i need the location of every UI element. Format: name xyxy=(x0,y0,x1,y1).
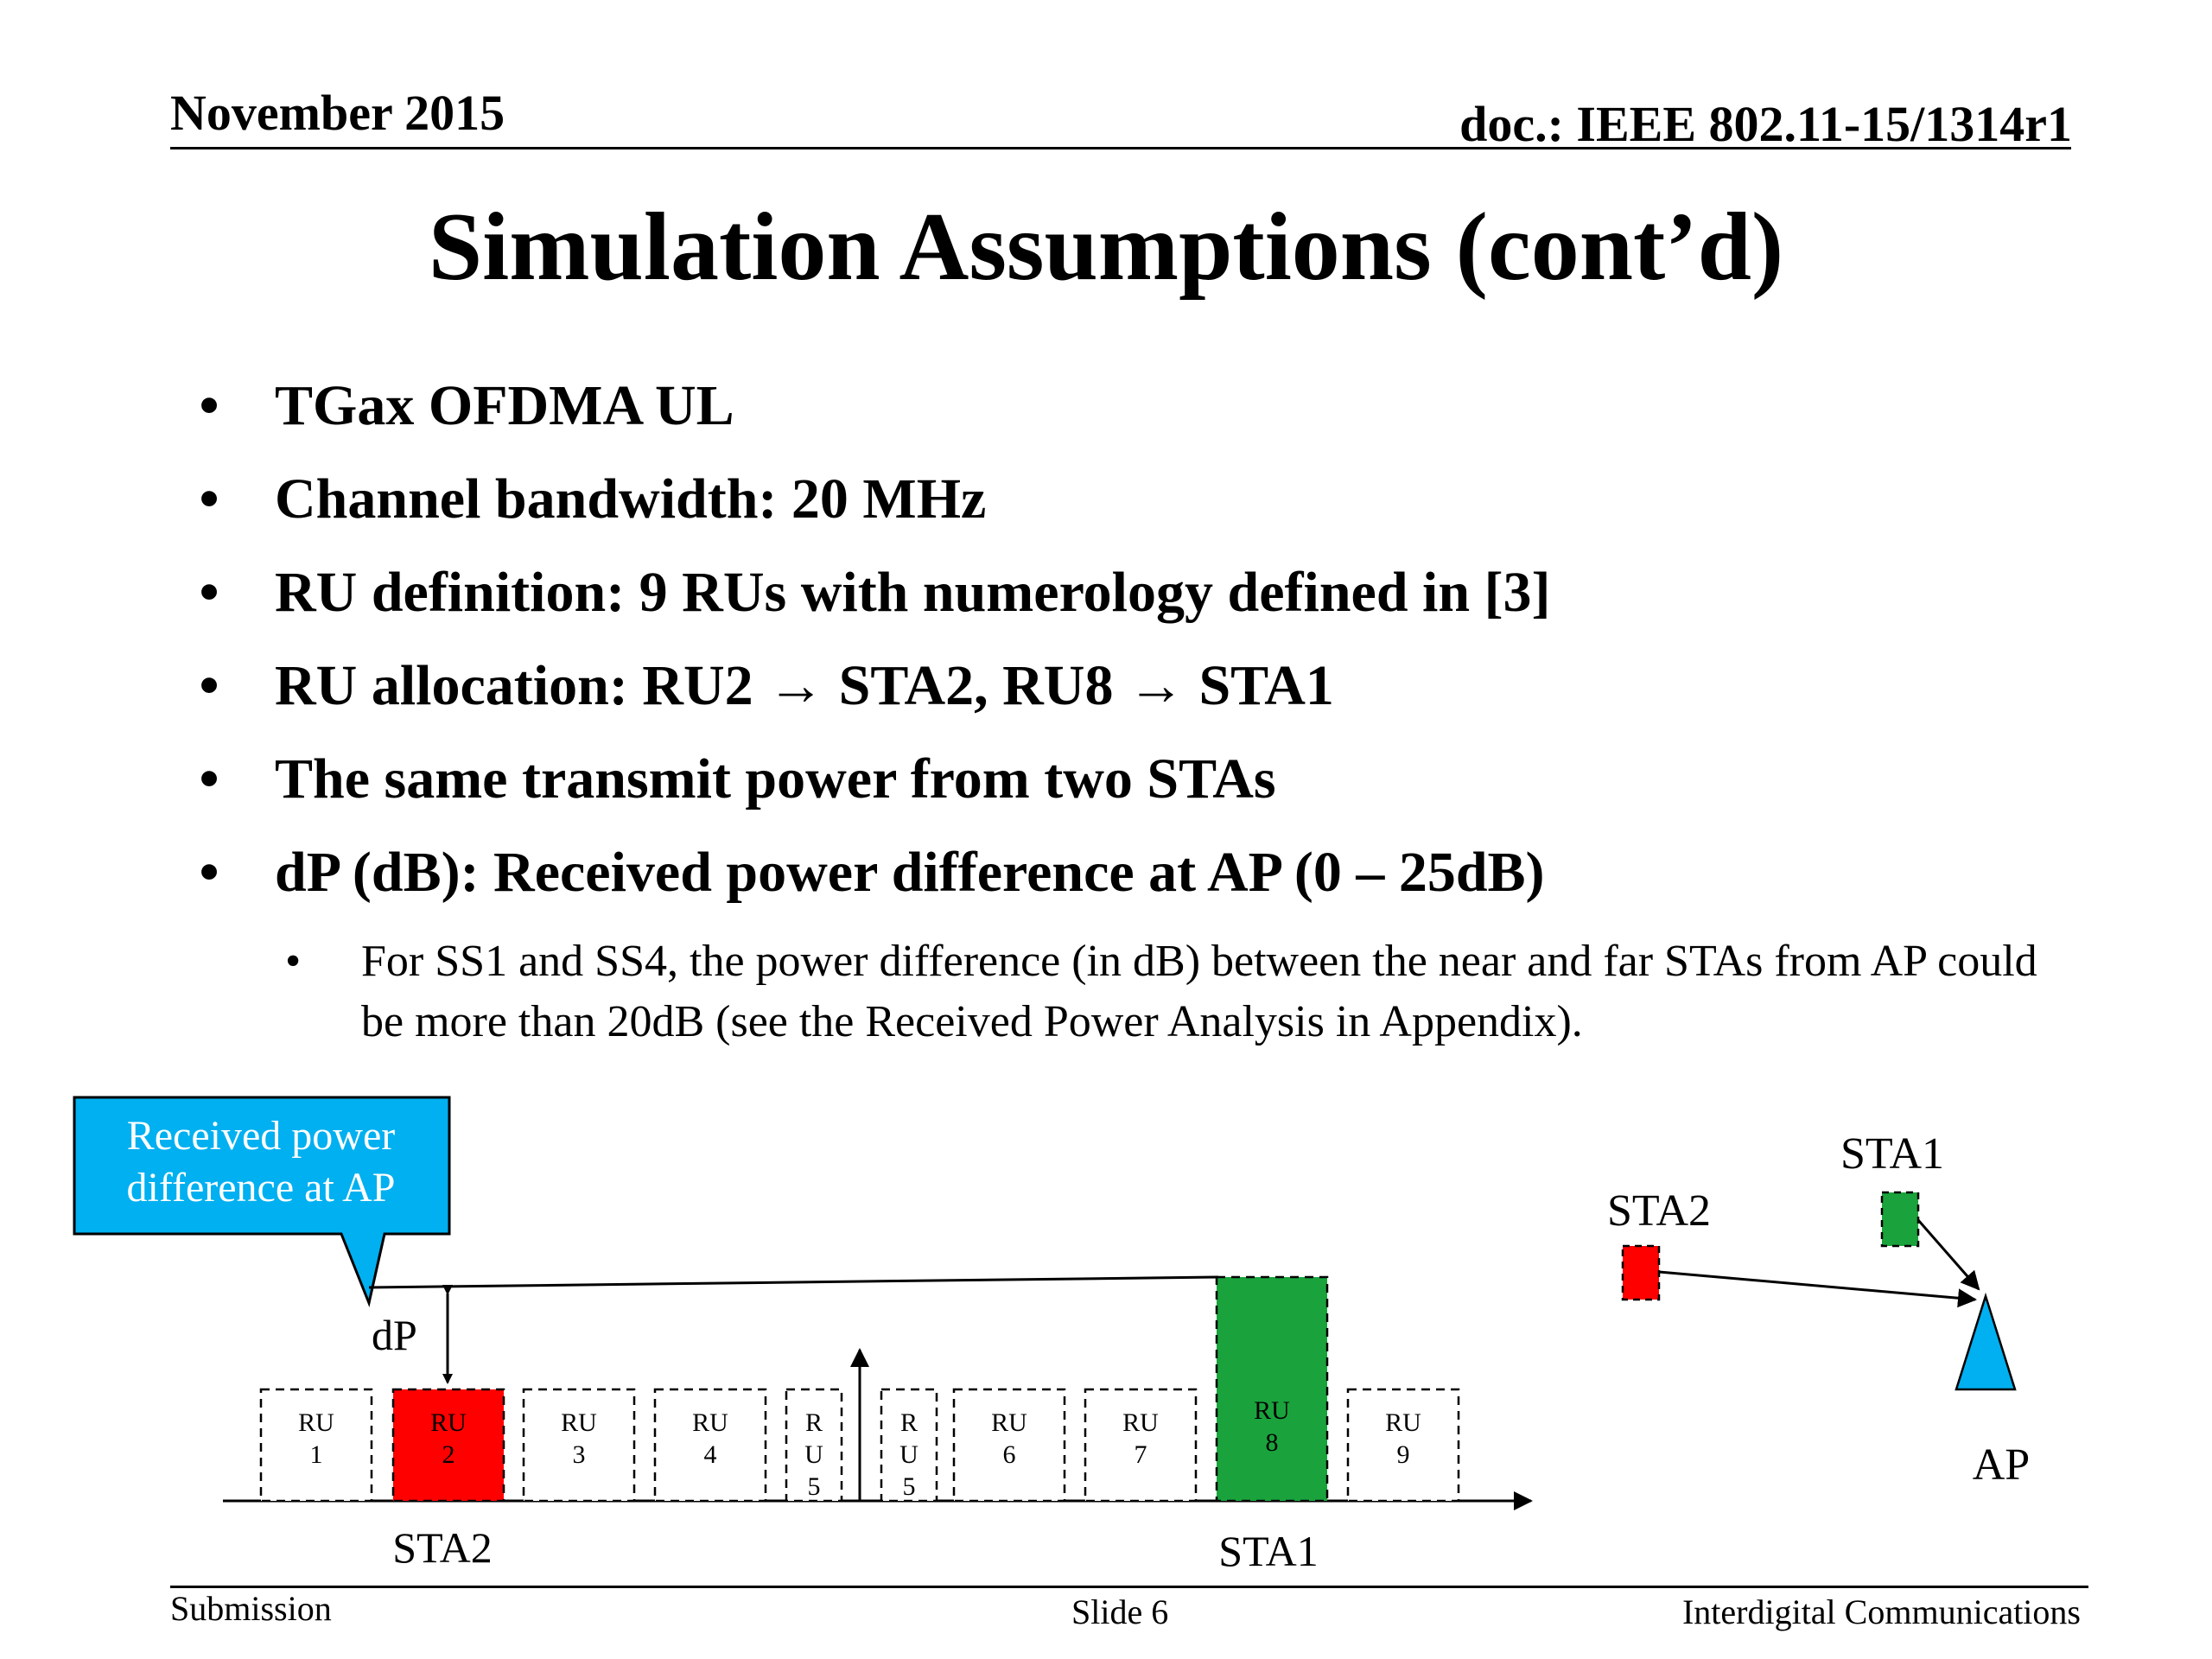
bullet-text: RU allocation: RU2 → STA2, RU8 → STA1 xyxy=(275,654,1334,717)
ru-label: R xyxy=(805,1408,823,1437)
ru-block-5b xyxy=(880,1388,938,1503)
topo-ap-label: AP xyxy=(1973,1440,2030,1490)
bullet-item: • RU definition: 9 RUs with numerology de… xyxy=(192,558,2127,652)
bullet-list: • TGax OFDMA UL • Channel bandwidth: 20 MH… xyxy=(192,372,2127,1052)
topo-sta1-label: STA1 xyxy=(1840,1129,1944,1179)
topo-sta2-to-ap-arrow xyxy=(1658,1270,1977,1308)
ru-label: U xyxy=(804,1440,823,1469)
ru-label: 3 xyxy=(573,1440,586,1469)
callout-text-line1: Received power xyxy=(127,1113,396,1159)
ru-label: R xyxy=(900,1408,918,1437)
bullet-dot: • xyxy=(199,654,219,717)
bullet-item: • TGax OFDMA UL xyxy=(192,372,2127,465)
callout-text-line2: difference at AP xyxy=(127,1165,396,1211)
bullet-dot: • xyxy=(199,747,219,810)
bullet-text: RU definition: 9 RUs with numerology def… xyxy=(275,561,1551,624)
header-date: November 2015 xyxy=(170,85,505,141)
footer-submission: Submission xyxy=(170,1589,332,1628)
bullet-dot: • xyxy=(199,561,219,624)
ru-block-3 xyxy=(522,1388,636,1503)
header-rule xyxy=(170,147,2071,149)
ru-label: RU xyxy=(1122,1408,1159,1437)
ru-label: RU xyxy=(692,1408,728,1437)
ru-label: 8 xyxy=(1266,1428,1279,1457)
ru-label: 2 xyxy=(442,1440,455,1469)
ru-label: RU xyxy=(298,1408,334,1437)
ru-block-7 xyxy=(1084,1388,1198,1503)
ru-label: U xyxy=(899,1440,918,1469)
ru-block-1 xyxy=(259,1388,373,1503)
ru-label: 5 xyxy=(903,1472,916,1501)
topo-sta2-box xyxy=(1621,1244,1661,1301)
ru-label: RU xyxy=(1385,1408,1421,1437)
ru-label: RU xyxy=(430,1408,467,1437)
sub-bullet-text: For SS1 and SS4, the power difference (i… xyxy=(361,937,2037,1046)
ru-block-6 xyxy=(952,1388,1066,1503)
sub-bullet-dot: • xyxy=(285,937,302,986)
ru-label: 6 xyxy=(1003,1440,1016,1469)
bullet-dot: • xyxy=(199,374,219,437)
ru-block-9 xyxy=(1346,1388,1460,1503)
bullet-item: • The same transmit power from two STAs xyxy=(192,745,2127,838)
bullet-text: Channel bandwidth: 20 MHz xyxy=(275,467,987,531)
sta1-below-label: STA1 xyxy=(1218,1527,1318,1575)
header-doc-id: doc.: IEEE 802.11-15/1314r1 xyxy=(1459,96,2072,152)
bullet-item: • Channel bandwidth: 20 MHz xyxy=(192,465,2127,558)
ru-label: RU xyxy=(991,1408,1027,1437)
footer-slide-number: Slide 6 xyxy=(1071,1592,1169,1631)
topo-sta1-box xyxy=(1880,1191,1920,1248)
dp-label: dP xyxy=(372,1311,417,1359)
ru-label: 7 xyxy=(1135,1440,1147,1469)
sub-bullet-item: • For SS1 and SS4, the power difference (… xyxy=(285,931,2089,1052)
ru-label: RU xyxy=(561,1408,597,1437)
ru-label: 1 xyxy=(310,1440,323,1469)
ru-label: 5 xyxy=(808,1472,821,1501)
ru-block-8 xyxy=(1215,1275,1329,1503)
callout-box xyxy=(73,1096,451,1308)
bullet-dot: • xyxy=(199,467,219,531)
bullet-text: dP (dB): Received power difference at AP… xyxy=(275,841,1545,904)
power-reference-line xyxy=(368,1275,1219,1289)
ap-antenna-icon xyxy=(1955,1292,2017,1391)
bullet-text: The same transmit power from two STAs xyxy=(275,747,1276,810)
ru-block-4 xyxy=(653,1388,767,1503)
ru-block-2 xyxy=(391,1388,505,1503)
bullet-dot: • xyxy=(199,841,219,904)
footer-rule xyxy=(170,1586,2088,1588)
bullet-item: • dP (dB): Received power difference at A… xyxy=(192,838,2127,931)
slide-title: Simulation Assumptions (cont’d) xyxy=(428,194,1784,301)
footer-company: Interdigital Communications xyxy=(1681,1592,2081,1631)
ru-label: 4 xyxy=(704,1440,717,1469)
bullet-text: TGax OFDMA UL xyxy=(275,374,734,437)
topo-sta2-label: STA2 xyxy=(1607,1186,1711,1236)
ru-label: 9 xyxy=(1397,1440,1410,1469)
sta2-below-label: STA2 xyxy=(392,1523,492,1572)
ru-block-5a xyxy=(785,1388,843,1503)
topo-sta1-to-ap-arrow xyxy=(1916,1219,1980,1291)
bullet-item: • RU allocation: RU2 → STA2, RU8 → STA1 xyxy=(192,652,2127,745)
ru-label: RU xyxy=(1254,1396,1290,1425)
